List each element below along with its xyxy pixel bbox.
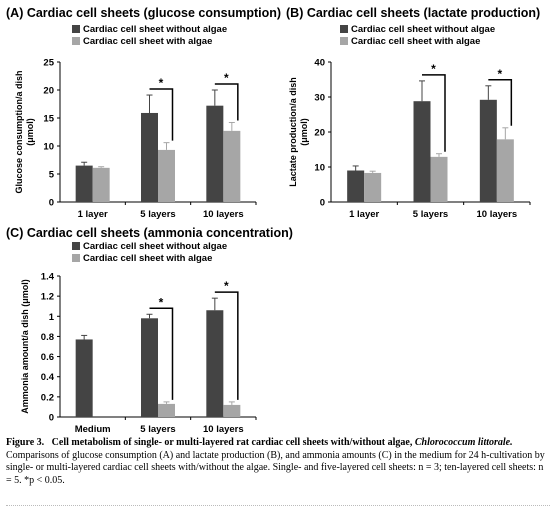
- a-legend-swatch-0: [72, 25, 80, 33]
- a-y-label-line-1: (μmol): [25, 118, 35, 146]
- b-y-tick-label-2: 20: [314, 128, 325, 139]
- c-bar-s0-c2: [206, 310, 224, 417]
- b-x-tick-label-1: 5 layers: [413, 209, 448, 220]
- a-bar-s0-c1: [141, 112, 158, 202]
- b-legend-label-0: Cardiac cell sheet without algae: [351, 24, 495, 35]
- a-x-tick-label-1: 5 layers: [140, 209, 175, 220]
- b-sig-label-1: *: [497, 67, 502, 81]
- a-bar-s1-c0: [92, 167, 110, 202]
- c-y-tick-label-2: 0.4: [41, 372, 55, 383]
- a-y-tick-label-4: 20: [43, 86, 54, 97]
- caption-figure-label: Figure 3.: [6, 437, 45, 448]
- b-legend-swatch-0: [340, 25, 348, 33]
- b-sig-label-0: *: [431, 62, 436, 76]
- a-sig-bracket-0: [149, 88, 174, 141]
- a-y-tick-label-2: 10: [43, 142, 54, 153]
- figure-caption: Figure 3. Cell metabolism of single- or …: [6, 437, 550, 487]
- caption-title: Cell metabolism of single- or multi-laye…: [51, 437, 413, 448]
- caption-organism: Chlorococcum littorale.: [414, 437, 513, 448]
- a-sig-label-0: *: [159, 76, 164, 90]
- a-x-tick-label-2: 10 layers: [203, 209, 244, 220]
- b-y-label-line-1: (μmol): [299, 118, 309, 146]
- b-bar-s1-c1: [430, 156, 448, 202]
- a-legend-swatch-1: [72, 37, 80, 45]
- c-bar-s1-c2: [223, 404, 241, 417]
- a-y-tick-label-3: 15: [43, 114, 54, 125]
- c-bar-s0-c0: [75, 339, 93, 417]
- b-x-tick-label-0: 1 layer: [349, 209, 379, 220]
- c-sig-label-0: *: [159, 295, 164, 309]
- a-bar-s0-c0: [75, 165, 93, 202]
- a-x-tick-label-0: 1 layer: [78, 209, 108, 220]
- c-legend-swatch-1: [72, 254, 80, 262]
- c-x-tick-label-1: 5 layers: [140, 424, 175, 435]
- c-sig-bracket-1: [214, 291, 239, 400]
- c-y-tick-label-5: 1: [49, 312, 55, 323]
- c-y-tick-label-3: 0.6: [41, 352, 54, 363]
- a-bar-s1-c2: [223, 130, 241, 202]
- panel-a-title: (A) Cardiac cell sheets (glucose consump…: [6, 6, 282, 20]
- c-x-tick-label-2: 10 layers: [203, 424, 244, 435]
- b-y-tick-label-3: 30: [314, 93, 325, 104]
- caption-body: Comparisons of glucose consumption (A) a…: [6, 449, 545, 486]
- a-y-label-line-0: Glucose consumption/a dish: [14, 70, 24, 193]
- a-legend-label-1: Cardiac cell sheet with algae: [83, 36, 212, 47]
- c-sig-label-1: *: [224, 279, 229, 293]
- c-y-tick-label-0: 0: [49, 413, 54, 424]
- b-sig-bracket-0: [422, 74, 446, 152]
- c-y-tick-label-7: 1.4: [41, 272, 55, 283]
- c-legend-swatch-0: [72, 242, 80, 250]
- a-y-tick-label-5: 25: [43, 58, 54, 69]
- a-bar-s0-c2: [206, 105, 224, 202]
- b-bar-s0-c2: [479, 99, 497, 202]
- panel-b-title: (B) Cardiac cell sheets (lactate product…: [286, 6, 541, 20]
- caption-divider: [6, 505, 550, 506]
- a-sig-label-1: *: [224, 71, 229, 85]
- c-x-tick-label-0: Medium: [75, 424, 111, 435]
- c-y-tick-label-4: 0.8: [41, 332, 54, 343]
- c-y-tick-label-6: 1.2: [41, 292, 54, 303]
- a-bar-s1-c1: [158, 149, 175, 202]
- b-bar-s1-c0: [364, 172, 382, 202]
- b-sig-bracket-1: [488, 79, 513, 126]
- b-legend-label-1: Cardiac cell sheet with algae: [351, 36, 480, 47]
- b-bar-s0-c0: [347, 170, 365, 202]
- c-legend-label-1: Cardiac cell sheet with algae: [83, 253, 212, 264]
- c-sig-bracket-0: [149, 307, 174, 400]
- panel-c-title: (C) Cardiac cell sheets (ammonia concent…: [6, 226, 293, 240]
- c-y-tick-label-1: 0.2: [41, 392, 54, 403]
- a-legend-label-0: Cardiac cell sheet without algae: [83, 24, 227, 35]
- b-bar-s0-c1: [413, 101, 431, 202]
- b-legend-swatch-1: [340, 37, 348, 45]
- b-y-label-line-0: Lactate production/a dish: [288, 77, 298, 187]
- b-bar-s1-c2: [496, 139, 514, 202]
- c-y-label-line-0: Ammonia amount/a dish (μmol): [20, 279, 30, 414]
- b-x-tick-label-2: 10 layers: [476, 209, 517, 220]
- a-y-tick-label-1: 5: [49, 170, 55, 181]
- b-y-tick-label-4: 40: [314, 58, 325, 69]
- c-bar-s0-c1: [141, 318, 158, 417]
- a-sig-bracket-1: [214, 83, 239, 121]
- c-bar-s1-c1: [158, 403, 175, 417]
- a-y-tick-label-0: 0: [49, 198, 54, 209]
- c-legend-label-0: Cardiac cell sheet without algae: [83, 241, 227, 252]
- b-y-tick-label-1: 10: [314, 163, 325, 174]
- b-y-tick-label-0: 0: [320, 198, 325, 209]
